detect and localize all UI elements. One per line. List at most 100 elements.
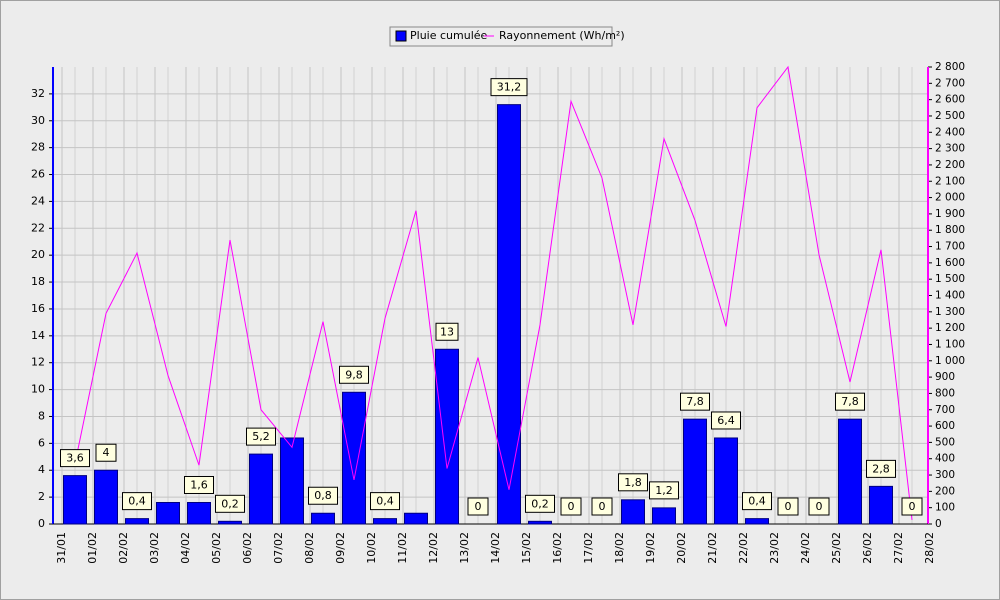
- y-tick-label: 6: [38, 436, 45, 449]
- y2-tick-label: 700: [935, 404, 955, 416]
- data-label: 0: [560, 497, 582, 516]
- data-label-text: 3,6: [66, 452, 84, 465]
- bar: [435, 348, 459, 525]
- y2-tick-label: 1 800: [935, 224, 965, 236]
- legend-label: Pluie cumulée: [410, 29, 488, 42]
- x-tick-label: 11/02: [396, 532, 409, 564]
- y2-tick-label: 2 700: [935, 77, 965, 89]
- bar: [869, 485, 893, 525]
- x-tick-label: 13/02: [458, 532, 471, 564]
- data-label-text: 9,8: [345, 368, 363, 381]
- data-label-box: [866, 459, 896, 478]
- data-label: 0: [467, 497, 489, 516]
- data-label-text: 0,4: [748, 495, 766, 508]
- y2-tick-label: 1 000: [935, 355, 965, 367]
- data-label: 7,8: [680, 392, 710, 411]
- x-tick-label: 17/02: [582, 532, 595, 564]
- bar: [714, 437, 738, 525]
- data-label-box: [560, 497, 582, 516]
- y2-tick-label: 2 600: [935, 94, 965, 106]
- data-label-box: [246, 427, 276, 446]
- bar: [156, 501, 180, 525]
- x-tick-label: 23/02: [768, 532, 781, 564]
- x-tick-label: 04/02: [179, 532, 192, 564]
- data-label: 31,2: [490, 78, 528, 97]
- data-label-text: 0: [599, 500, 606, 513]
- y-tick-label: 16: [31, 302, 45, 315]
- y2-tick-label: 200: [935, 485, 955, 497]
- data-label: 7,8: [835, 392, 865, 411]
- y2-tick-label: 500: [935, 436, 955, 448]
- x-tick-label: 25/02: [830, 532, 843, 564]
- data-label-text: 0: [475, 500, 482, 513]
- data-label: 1,2: [649, 481, 679, 500]
- data-label-box: [835, 392, 865, 411]
- data-label: 0: [777, 497, 799, 516]
- y-tick-label: 24: [31, 194, 45, 207]
- data-label-text: 31,2: [497, 81, 522, 94]
- y-tick-label: 0: [38, 517, 45, 530]
- data-label-box: [680, 392, 710, 411]
- bar: [528, 520, 552, 525]
- x-tick-label: 09/02: [334, 532, 347, 564]
- y-tick-label: 8: [38, 409, 45, 422]
- bar: [249, 453, 273, 525]
- bar: [745, 518, 769, 525]
- data-label-box: [60, 449, 90, 468]
- x-tick-label: 22/02: [737, 532, 750, 564]
- data-label-text: 0,4: [376, 495, 394, 508]
- bar: [404, 512, 428, 525]
- data-label-box: [95, 443, 117, 462]
- y2-tick-label: 1 700: [935, 241, 965, 253]
- data-label-text: 2,8: [872, 462, 890, 475]
- x-tick-label: 26/02: [861, 532, 874, 564]
- x-tick-label: 08/02: [303, 532, 316, 564]
- data-label: 5,2: [246, 427, 276, 446]
- y2-tick-label: 1 500: [935, 273, 965, 285]
- data-label-text: 5,2: [252, 430, 270, 443]
- bar: [94, 469, 118, 525]
- x-tick-label: 14/02: [489, 532, 502, 564]
- line: [74, 65, 913, 520]
- y-tick-label: 4: [38, 463, 45, 476]
- data-label-box: [711, 411, 741, 430]
- x-tick-label: 07/02: [272, 532, 285, 564]
- bar: [187, 501, 211, 525]
- data-label-text: 0,2: [221, 497, 239, 510]
- data-label-box: [901, 497, 923, 516]
- data-label: 0,8: [308, 486, 338, 505]
- x-tick-label: 18/02: [613, 532, 626, 564]
- data-label: 1,6: [184, 475, 214, 494]
- y2-tick-label: 400: [935, 453, 955, 465]
- x-tick-label: 02/02: [117, 532, 130, 564]
- data-label: 1,8: [618, 473, 648, 492]
- y2-tick-label: 1 200: [935, 322, 965, 334]
- data-label: 0,4: [122, 492, 152, 511]
- data-label-box: [339, 365, 369, 384]
- y-tick-label: 32: [31, 87, 45, 100]
- data-label-text: 6,4: [717, 414, 735, 427]
- data-label-box: [435, 322, 459, 341]
- y-tick-label: 18: [31, 275, 45, 288]
- bar: [621, 499, 645, 525]
- bar: [125, 518, 149, 525]
- data-label-box: [618, 473, 648, 492]
- data-label-box: [308, 486, 338, 505]
- bar: [218, 520, 242, 525]
- data-label-text: 4: [103, 446, 110, 459]
- data-label-box: [122, 492, 152, 511]
- x-tick-label: 01/02: [86, 532, 99, 564]
- data-label-box: [215, 494, 245, 513]
- data-label-box: [525, 494, 555, 513]
- data-label-text: 0: [816, 500, 823, 513]
- data-label: 0: [808, 497, 830, 516]
- data-label-box: [370, 492, 400, 511]
- bar: [280, 437, 304, 525]
- bar: [373, 518, 397, 525]
- y2-tick-label: 1 600: [935, 257, 965, 269]
- data-label-text: 0,4: [128, 495, 146, 508]
- data-label-text: 1,6: [190, 478, 208, 491]
- data-label: 0,2: [525, 494, 555, 513]
- y2-tick-label: 1 100: [935, 338, 965, 350]
- y2-tick-label: 300: [935, 469, 955, 481]
